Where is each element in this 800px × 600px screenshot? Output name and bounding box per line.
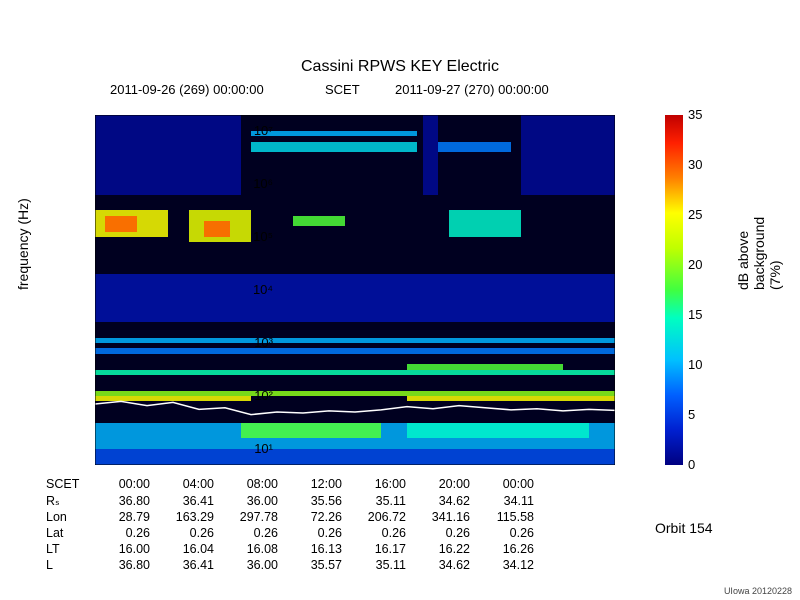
ephemeris-cell: 0.26 — [348, 526, 410, 540]
ephemeris-cell: 36.00 — [220, 493, 282, 508]
ephemeris-row-header: Lat — [42, 526, 90, 540]
colorbar-label: dB above background (7%) — [735, 217, 783, 290]
subtitle-left: 2011-09-26 (269) 00:00:00 — [110, 82, 264, 97]
colorbar-tick: 30 — [688, 157, 702, 172]
y-axis-label: frequency (Hz) — [15, 198, 31, 290]
ephemeris-row-header: L — [42, 558, 90, 572]
colorbar-tick: 20 — [688, 257, 702, 272]
ephemeris-cell: 0.26 — [220, 526, 282, 540]
ephemeris-cell: 16.22 — [412, 542, 474, 556]
ephemeris-cell: 36.41 — [156, 558, 218, 572]
ephemeris-cell: 341.16 — [412, 510, 474, 524]
ephemeris-cell: 08:00 — [220, 477, 282, 491]
ephemeris-cell: 72.26 — [284, 510, 346, 524]
ephemeris-cell: 35.11 — [348, 558, 410, 572]
chart-title: Cassini RPWS KEY Electric — [0, 58, 800, 76]
ephemeris-cell: 36.41 — [156, 493, 218, 508]
x-axis-ephemeris-table: SCET00:0004:0008:0012:0016:0020:0000:00R… — [40, 475, 540, 574]
ephemeris-cell: 16:00 — [348, 477, 410, 491]
ephemeris-cell: 16.04 — [156, 542, 218, 556]
ephemeris-cell: 34.11 — [476, 493, 538, 508]
ephemeris-cell: 0.26 — [412, 526, 474, 540]
ephemeris-cell: 00:00 — [92, 477, 154, 491]
footer-stamp: UIowa 20120228 — [724, 586, 792, 596]
ephemeris-cell: 297.78 — [220, 510, 282, 524]
ephemeris-cell: 36.80 — [92, 493, 154, 508]
ephemeris-cell: 16.08 — [220, 542, 282, 556]
ephemeris-cell: 34.12 — [476, 558, 538, 572]
y-axis-tick: 10² — [213, 388, 273, 403]
ephemeris-cell: 12:00 — [284, 477, 346, 491]
ephemeris-cell: 20:00 — [412, 477, 474, 491]
spectrogram-plot — [95, 115, 615, 465]
colorbar-tick: 5 — [688, 407, 695, 422]
colorbar-tick: 10 — [688, 357, 702, 372]
overlay-line — [95, 115, 615, 465]
y-axis-tick: 10⁵ — [213, 229, 273, 244]
colorbar-tick: 0 — [688, 457, 695, 472]
ephemeris-row-header: Lon — [42, 510, 90, 524]
ephemeris-cell: 163.29 — [156, 510, 218, 524]
ephemeris-cell: 36.00 — [220, 558, 282, 572]
y-axis-tick: 10¹ — [213, 441, 273, 456]
ephemeris-cell: 16.00 — [92, 542, 154, 556]
ephemeris-cell: 34.62 — [412, 558, 474, 572]
subtitle-right: 2011-09-27 (270) 00:00:00 — [395, 82, 549, 97]
ephemeris-cell: 34.62 — [412, 493, 474, 508]
ephemeris-cell: 36.80 — [92, 558, 154, 572]
colorbar-tick: 15 — [688, 307, 702, 322]
ephemeris-cell: 0.26 — [156, 526, 218, 540]
colorbar-tick: 25 — [688, 207, 702, 222]
ephemeris-cell: 16.17 — [348, 542, 410, 556]
subtitle-center: SCET — [325, 82, 360, 97]
ephemeris-row-header: LT — [42, 542, 90, 556]
ephemeris-cell: 04:00 — [156, 477, 218, 491]
ephemeris-cell: 115.58 — [476, 510, 538, 524]
ephemeris-cell: 206.72 — [348, 510, 410, 524]
ephemeris-cell: 0.26 — [284, 526, 346, 540]
colorbar — [665, 115, 683, 465]
y-axis-tick: 10⁴ — [213, 282, 273, 297]
y-axis-tick: 10³ — [213, 335, 273, 350]
orbit-label: Orbit 154 — [655, 520, 713, 536]
y-axis-tick: 10⁷ — [213, 123, 273, 138]
ephemeris-cell: 35.11 — [348, 493, 410, 508]
ephemeris-cell: 0.26 — [92, 526, 154, 540]
ephemeris-cell: 35.56 — [284, 493, 346, 508]
ephemeris-cell: 28.79 — [92, 510, 154, 524]
y-axis-tick: 10⁶ — [213, 176, 273, 191]
ephemeris-cell: 0.26 — [476, 526, 538, 540]
ephemeris-cell: 00:00 — [476, 477, 538, 491]
ephemeris-row-header: SCET — [42, 477, 90, 491]
ephemeris-cell: 16.13 — [284, 542, 346, 556]
ephemeris-cell: 16.26 — [476, 542, 538, 556]
ephemeris-cell: 35.57 — [284, 558, 346, 572]
ephemeris-row-header: Rₛ — [42, 493, 90, 508]
colorbar-tick: 35 — [688, 107, 702, 122]
